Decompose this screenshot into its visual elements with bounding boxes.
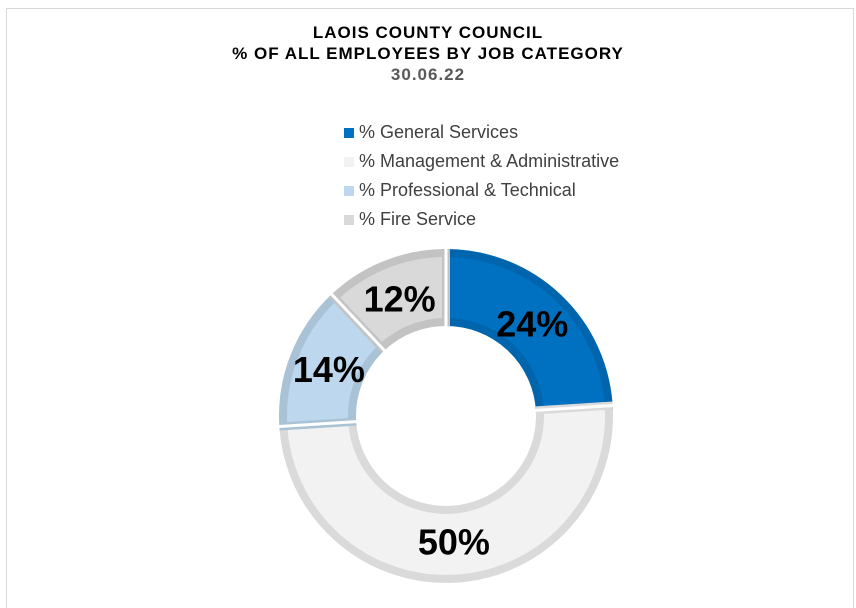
chart-title-block: LAOIS COUNTY COUNCIL % OF ALL EMPLOYEES … — [0, 22, 856, 85]
data-label-1: 50% — [418, 521, 490, 562]
legend-swatch — [344, 127, 354, 138]
legend-item-fire-service: % Fire Service — [344, 205, 744, 234]
legend-item-management-administrative: % Management & Administrative — [344, 147, 744, 176]
chart-title-line-2: % OF ALL EMPLOYEES BY JOB CATEGORY — [232, 44, 624, 63]
donut-slice-1 — [279, 401, 613, 583]
data-label-0: 24% — [496, 304, 568, 345]
legend-swatch — [344, 214, 354, 225]
donut-slice-0 — [442, 248, 613, 415]
chart-subtitle: 30.06.22 — [390, 65, 466, 84]
legend-label: % Fire Service — [359, 209, 477, 229]
legend-label: % Management & Administrative — [359, 151, 620, 171]
chart-legend: % General Services % Management & Admini… — [344, 118, 744, 234]
data-label-3: 12% — [364, 278, 436, 319]
slice-separator — [277, 420, 359, 429]
slice-separator — [533, 403, 615, 412]
legend-label: % General Services — [359, 122, 519, 142]
slice-separator — [329, 291, 387, 353]
legend-item-professional-technical: % Professional & Technical — [344, 176, 744, 205]
legend-swatch — [344, 156, 354, 167]
legend-label: % Professional & Technical — [359, 180, 576, 200]
legend-swatch — [344, 185, 354, 196]
legend-item-general-services: % General Services — [344, 118, 744, 147]
data-label-2: 14% — [293, 349, 365, 390]
chart-title-line-1: LAOIS COUNTY COUNCIL — [312, 23, 544, 42]
